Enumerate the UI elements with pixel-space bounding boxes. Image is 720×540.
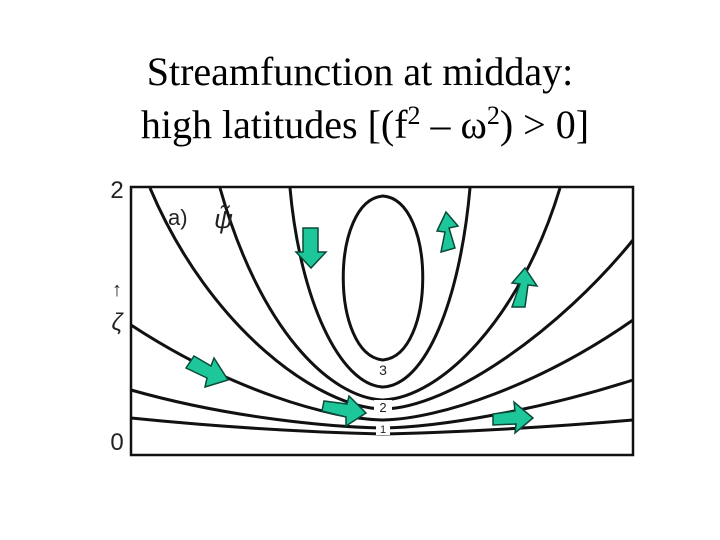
title-part: – ω bbox=[421, 102, 487, 147]
title-line-2: high latitudes [(f2 – ω2) > 0] bbox=[141, 101, 589, 147]
flow-arrow bbox=[510, 266, 539, 308]
contour-label: 3 bbox=[379, 362, 387, 378]
title-superscript: 2 bbox=[487, 101, 500, 130]
axis-bottom-label: 0 bbox=[110, 429, 123, 456]
axis-label: ζ bbox=[111, 309, 124, 336]
title-part: high latitudes [(f bbox=[141, 102, 408, 147]
label-bg bbox=[372, 362, 394, 378]
flow-arrow bbox=[294, 227, 328, 270]
figure: 3 2 1 a) ψ̃ 2 0 ↑ ζ bbox=[110, 177, 635, 457]
flow-arrow bbox=[184, 354, 230, 389]
contour-label: 2 bbox=[379, 400, 386, 415]
panel-label: a) bbox=[168, 205, 188, 230]
flow-arrow bbox=[492, 400, 535, 435]
contour-label: 1 bbox=[380, 424, 386, 436]
title-line-1: Streamfunction at midday: bbox=[147, 49, 574, 94]
contour bbox=[288, 187, 472, 389]
flow-arrow bbox=[435, 210, 460, 254]
axis-top-label: 2 bbox=[110, 177, 123, 204]
title-part: ) > 0] bbox=[500, 102, 589, 147]
variable-label: ψ̃ bbox=[214, 204, 233, 234]
label-bg bbox=[376, 423, 390, 435]
contour bbox=[341, 194, 425, 362]
flow-arrow bbox=[321, 394, 368, 428]
title-superscript: 2 bbox=[408, 101, 421, 130]
label-bg bbox=[374, 400, 392, 414]
axis-arrow: ↑ bbox=[112, 279, 122, 301]
